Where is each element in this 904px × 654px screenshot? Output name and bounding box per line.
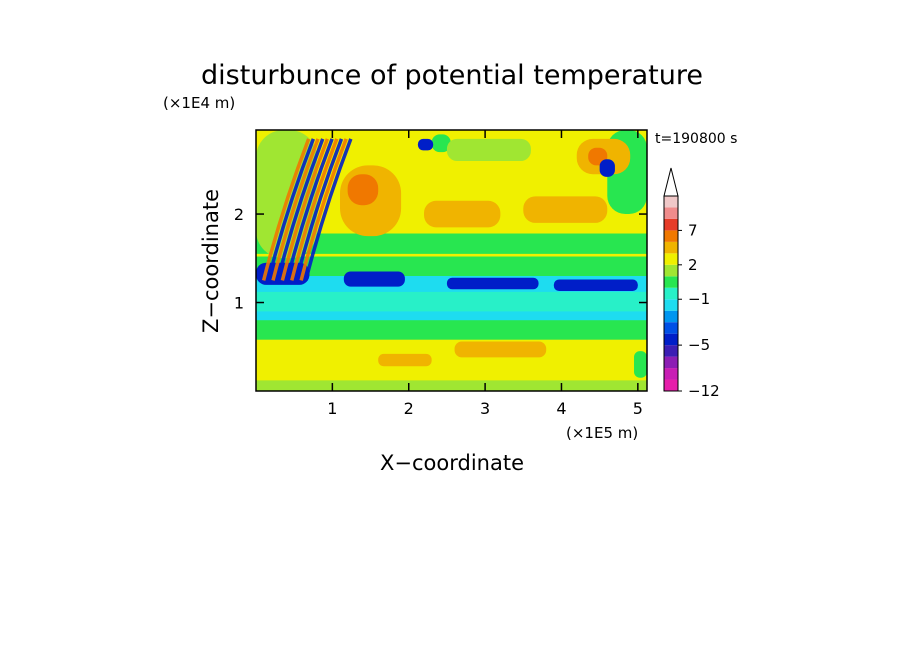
field-region xyxy=(256,233,647,254)
y-axis-label: Z−coordinate xyxy=(199,189,223,333)
colorbar-swatch xyxy=(664,310,678,323)
wave-band xyxy=(261,138,311,281)
colorbar-swatch xyxy=(664,333,678,346)
colorbar-swatch xyxy=(664,207,678,219)
colorbar-swatch xyxy=(664,287,678,300)
field-region xyxy=(599,159,615,177)
field-region xyxy=(256,318,647,340)
wave-packet xyxy=(261,138,353,281)
colorbar-swatch xyxy=(664,276,678,288)
colorbar-swatch xyxy=(664,379,678,391)
field-region xyxy=(431,134,451,153)
wave-band xyxy=(290,138,339,281)
field-region xyxy=(446,277,539,290)
field-region xyxy=(417,138,434,151)
wave-band xyxy=(285,138,334,281)
colorbar-swatch xyxy=(664,241,678,254)
colorbar-swatch xyxy=(664,322,678,334)
x-axis: 1 2 3 4 5 xyxy=(327,130,643,418)
colorbar-swatch xyxy=(664,345,678,357)
y-unit-label: (×1E4 m) xyxy=(163,94,235,112)
wave-band xyxy=(280,138,330,281)
wave-band xyxy=(299,138,348,281)
field-region xyxy=(378,353,432,367)
y-tick-label: 1 xyxy=(234,294,244,313)
colorbar-swatch xyxy=(664,230,678,242)
wave-band xyxy=(266,138,315,281)
x-unit-label: (×1E5 m) xyxy=(566,424,638,442)
chart-title: disturbunce of potential temperature xyxy=(201,60,703,91)
field-region xyxy=(256,291,647,312)
field-region xyxy=(553,279,638,292)
colorbar: 7 2 −1 −5 −12 xyxy=(663,167,720,400)
colorbar-swatch xyxy=(664,356,678,369)
colorbar-swatch xyxy=(664,299,678,311)
colorbar-tick-label: −12 xyxy=(688,382,720,400)
x-tick-label: 1 xyxy=(327,399,337,418)
colorbar-swatch xyxy=(664,253,678,265)
wave-band xyxy=(276,138,325,281)
x-tick-label: 2 xyxy=(404,399,414,418)
field-region xyxy=(634,351,647,378)
time-label: t=190800 s xyxy=(655,131,737,147)
colorbar-tick-label: −5 xyxy=(688,336,710,354)
colorbar-swatch xyxy=(664,218,678,231)
field-region xyxy=(256,256,647,276)
field-region xyxy=(424,200,501,228)
colorbar-swatch xyxy=(664,196,678,208)
colorbar-extend-arrow xyxy=(663,167,679,197)
x-tick-label: 3 xyxy=(480,399,490,418)
contour-field xyxy=(256,130,647,391)
x-axis-label: X−coordinate xyxy=(380,451,524,475)
wave-band xyxy=(271,138,320,281)
colorbar-tick-label: −1 xyxy=(688,290,710,308)
colorbar-tick-label: 7 xyxy=(688,221,698,239)
field-region xyxy=(256,377,647,391)
colorbar-tick-label: 2 xyxy=(688,256,698,274)
field-region xyxy=(446,138,531,161)
field-region xyxy=(523,196,608,223)
wave-band xyxy=(304,138,353,281)
x-tick-label: 4 xyxy=(556,399,566,418)
colorbar-swatch xyxy=(664,368,678,380)
plot-frame xyxy=(255,129,648,392)
y-tick-label: 2 xyxy=(234,205,244,224)
y-axis: 12 xyxy=(234,205,647,313)
field-region xyxy=(343,271,405,287)
wave-band xyxy=(294,138,344,281)
field-region xyxy=(347,174,379,206)
field-region xyxy=(454,341,547,358)
colorbar-swatch xyxy=(664,264,678,277)
x-tick-label: 5 xyxy=(633,399,643,418)
